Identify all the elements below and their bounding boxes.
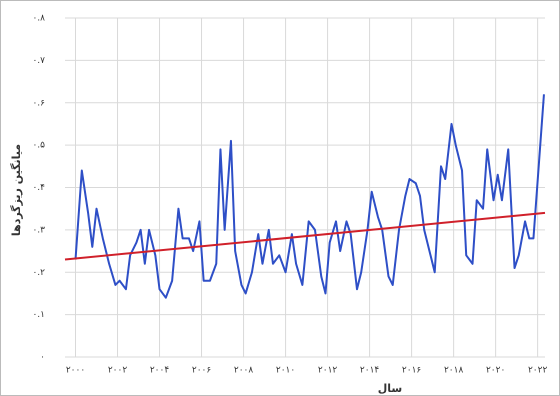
data-line [64,211,546,261]
x-tick-label: ۲۰۲۰ [486,366,505,376]
x-tick-label: ۲۰۱۴ [360,366,380,376]
x-tick-label: ۲۰۱۲ [318,366,338,376]
x-tick-label: ۲۰۰۸ [234,366,254,376]
y-tick-label: ۰ [40,353,45,363]
x-tick-label: ۲۰۰۲ [108,366,128,376]
x-tick-label: ۲۰۰۶ [192,366,212,376]
x-tick-label: ۲۰۱۶ [402,366,422,376]
y-tick-label: ۰.۵ [32,141,45,151]
x-tick-label: ۲۰۱۸ [444,366,464,376]
data-line [74,94,545,299]
x-axis-label: سال [378,382,403,395]
y-tick-label: ۰.۴ [32,183,45,193]
x-tick-label: ۲۰۱۰ [276,366,295,376]
x-tick-label: ۲۰۰۴ [150,366,170,376]
y-tick-label: ۰.۶ [32,98,45,108]
y-tick-label: ۰.۱ [32,310,45,320]
y-tick-label: ۰.۸ [32,14,45,24]
y-axis-label: میانگین ریزگردها [10,144,23,236]
y-tick-label: ۰.۷ [32,56,45,66]
y-tick-label: ۰.۳ [32,225,45,235]
x-tick-label: ۲۰۰۰ [66,366,85,376]
x-tick-label: ۲۰۲۲ [528,366,548,376]
y-tick-label: ۰.۲ [32,268,45,278]
